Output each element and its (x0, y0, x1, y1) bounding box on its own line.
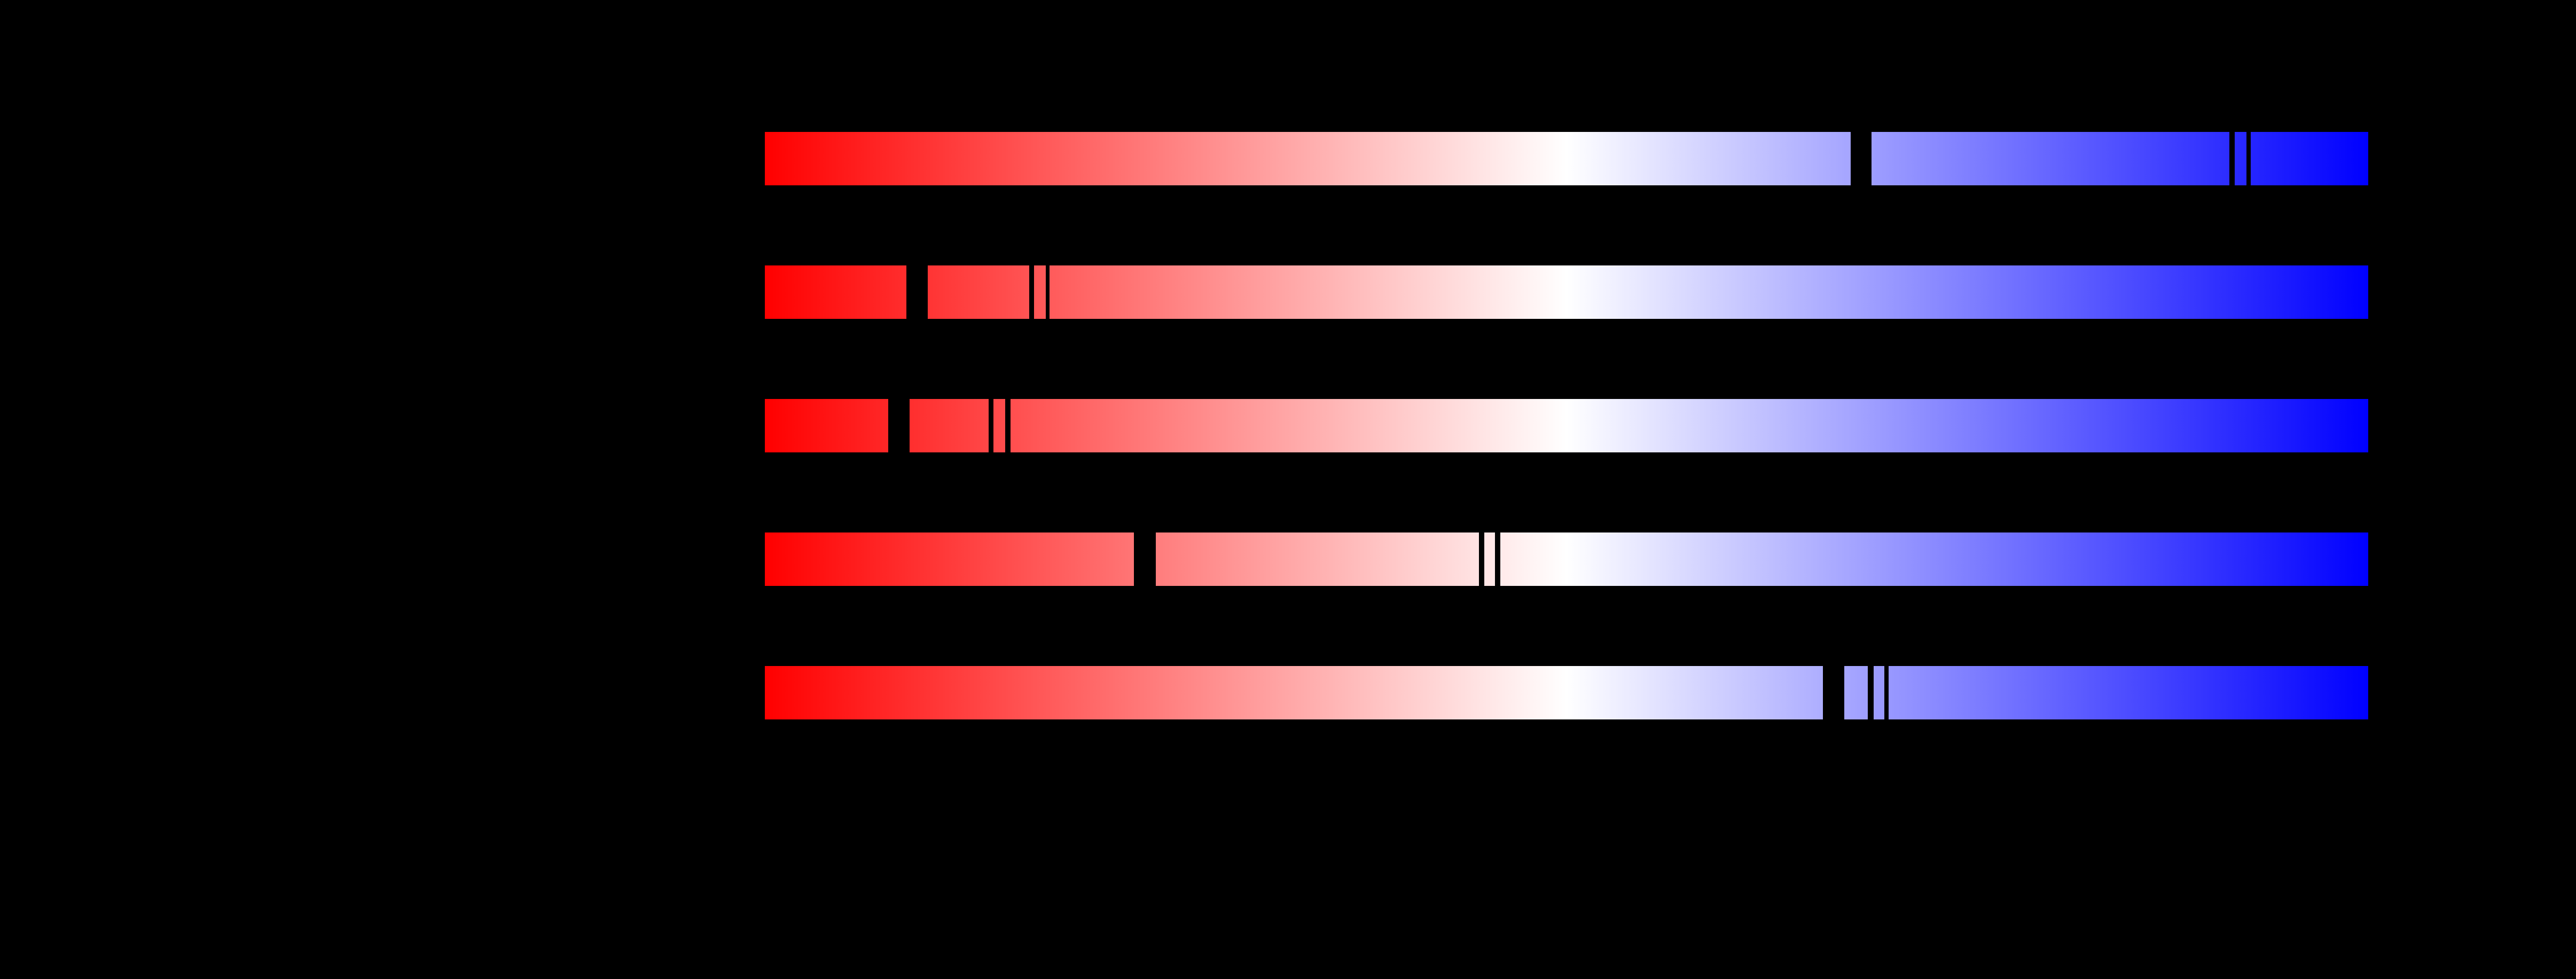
bar-segment-5-2 (1844, 666, 1868, 719)
gradient-bar-row-1 (765, 132, 2368, 185)
gradient-bar-row-5 (765, 666, 2368, 719)
bar-segment-4-1 (765, 532, 1134, 586)
bar-segment-4-4 (1500, 532, 2368, 586)
bar-segment-3-1 (765, 399, 888, 452)
bar-segment-5-4 (1889, 666, 2368, 719)
bar-segment-5-1 (765, 666, 1823, 719)
bar-segment-1-2 (1871, 132, 2229, 185)
bar-segment-3-3 (993, 399, 1005, 452)
bar-segment-4-3 (1484, 532, 1496, 586)
bar-segment-3-4 (1010, 399, 2368, 452)
bar-segment-2-4 (1049, 265, 2368, 319)
bar-segment-1-4 (2250, 132, 2368, 185)
gradient-bar-row-2 (765, 265, 2368, 319)
bar-segment-1-3 (2234, 132, 2247, 185)
bar-segment-5-3 (1873, 666, 1884, 719)
bar-segment-4-2 (1155, 532, 1479, 586)
gradient-bar-row-4 (765, 532, 2368, 586)
bar-segment-2-3 (1034, 265, 1046, 319)
bar-segment-2-1 (765, 265, 907, 319)
bar-segment-1-1 (765, 132, 1851, 185)
bar-segment-3-2 (910, 399, 989, 452)
gradient-bar-row-3 (765, 399, 2368, 452)
bar-segment-2-2 (928, 265, 1030, 319)
